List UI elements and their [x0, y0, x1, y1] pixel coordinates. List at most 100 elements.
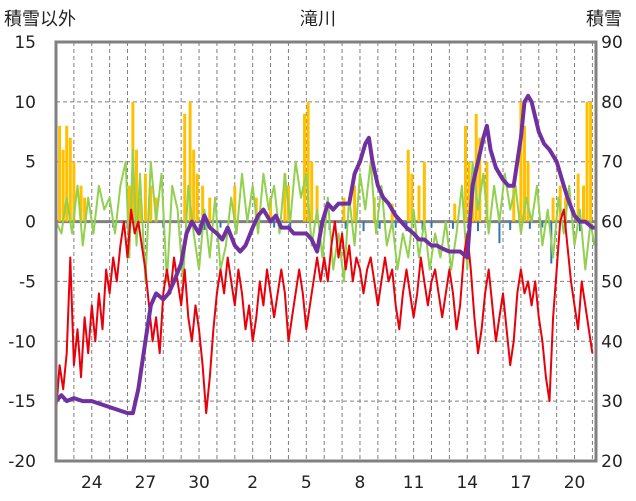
- y-right-tick-label: 70: [601, 153, 623, 173]
- snowfall-bar: [485, 161, 489, 222]
- precipitation-bar: [528, 221, 531, 229]
- y-left-tick-label: 10: [14, 93, 36, 113]
- precipitation-bar: [430, 221, 433, 228]
- y-right-tick-label: 90: [601, 33, 623, 53]
- x-tick-label: 2: [247, 473, 258, 493]
- snowfall-bar: [269, 197, 273, 222]
- precipitation-bar: [394, 221, 397, 228]
- snowfall-bar: [522, 125, 526, 222]
- snowfall-bar: [188, 101, 192, 222]
- snowfall-bar: [61, 149, 65, 222]
- line-series: [54, 93, 596, 416]
- y-left-axis-title: 積雪以外: [4, 9, 76, 30]
- snowfall-bar: [154, 197, 158, 222]
- snowfall-bar: [410, 173, 414, 222]
- precipitation-bar: [476, 221, 479, 232]
- snowfall-bar: [581, 185, 585, 222]
- precipitation-bar: [451, 221, 454, 229]
- precipitation-bar: [273, 221, 276, 228]
- snowfall-bar: [467, 161, 471, 222]
- snowfall-bar: [342, 197, 346, 222]
- precipitation-bar: [219, 221, 222, 228]
- precipitation-bar: [509, 221, 512, 230]
- precipitation-bar: [498, 221, 501, 244]
- snowfall-bar: [478, 137, 482, 222]
- snowfall-bar: [551, 197, 555, 222]
- y-right-axis-title: 積雪: [586, 9, 622, 30]
- precipitation-bar: [578, 221, 581, 232]
- y-left-tick-label: -20: [8, 452, 36, 472]
- y-left-tick-label: -15: [8, 392, 36, 412]
- x-tick-label: 24: [81, 473, 103, 493]
- snowfall-bar: [58, 125, 62, 222]
- snowfall-bar: [589, 101, 593, 222]
- snowfall-bar: [422, 161, 426, 222]
- y-right-tick-label: 20: [601, 452, 623, 472]
- snowfall-bar: [576, 173, 580, 222]
- snowfall-bar: [83, 197, 87, 222]
- x-tick-label: 8: [355, 473, 366, 493]
- snowfall-bar: [192, 149, 196, 222]
- precipitation-bar: [344, 221, 347, 229]
- snowfall-bar: [512, 185, 516, 222]
- y-right-tick-label: 80: [601, 93, 623, 113]
- snowfall-bar: [526, 161, 530, 222]
- y-left-tick-label: -5: [19, 272, 36, 292]
- precipitation-bar: [421, 221, 424, 230]
- snowfall-bar: [303, 113, 307, 222]
- precipitation-bar: [378, 221, 381, 229]
- precipitation-bar: [362, 221, 365, 232]
- snowfall-bar: [149, 185, 153, 222]
- x-tick-label: 11: [403, 473, 425, 493]
- snow-depth-line: [54, 93, 596, 416]
- snowfall-bar: [65, 125, 69, 222]
- snowfall-bar: [353, 185, 357, 222]
- snowfall-bar: [208, 197, 212, 222]
- precipitation-bar: [289, 221, 292, 229]
- y-right-tick-label: 40: [601, 332, 623, 352]
- plot-frame: [54, 40, 598, 463]
- snowfall-bar: [519, 101, 523, 222]
- y-right-tick-label: 50: [601, 272, 623, 292]
- chart-title: 滝川: [300, 9, 336, 30]
- snowfall-bar: [143, 173, 147, 222]
- snowfall-bar: [79, 185, 83, 222]
- x-tick-label: 27: [135, 473, 157, 493]
- bar-series: [58, 101, 593, 264]
- snowfall-bar: [134, 149, 138, 222]
- snowfall-bar: [315, 185, 319, 222]
- x-tick-label: 20: [564, 473, 586, 493]
- temp-min-line: [55, 208, 594, 415]
- snowfall-bar: [283, 173, 287, 222]
- snowfall-bar: [201, 185, 205, 222]
- snowfall-bar: [585, 101, 589, 222]
- y-left-tick-label: 15: [14, 33, 36, 53]
- snowfall-bar: [233, 185, 237, 222]
- snowfall-bar: [138, 197, 142, 222]
- x-tick-label: 30: [188, 473, 210, 493]
- snowfall-bar: [195, 173, 199, 222]
- precipitation-bar: [203, 221, 206, 230]
- snowfall-bar: [463, 125, 467, 222]
- snowfall-bar: [127, 185, 131, 222]
- precipitation-bar: [541, 221, 544, 228]
- y-right-tick-label: 60: [601, 213, 623, 233]
- y-left-tick-label: -10: [8, 332, 36, 352]
- snowfall-bar: [310, 161, 314, 222]
- x-tick-label: 14: [456, 473, 478, 493]
- snowfall-bar: [453, 203, 457, 222]
- snowfall-bar: [72, 161, 76, 222]
- x-tick-label: 5: [301, 473, 312, 493]
- snowfall-bar: [417, 185, 421, 222]
- snowfall-bar: [68, 137, 72, 222]
- snowfall-bar: [306, 101, 310, 222]
- snowfall-bar: [406, 149, 410, 222]
- temp-max-line: [55, 148, 596, 283]
- y-left-tick-label: 0: [25, 213, 36, 233]
- snowfall-bar: [183, 113, 187, 222]
- x-tick-label: 17: [510, 473, 532, 493]
- y-right-tick-label: 30: [601, 392, 623, 412]
- y-left-tick-label: 5: [25, 153, 36, 173]
